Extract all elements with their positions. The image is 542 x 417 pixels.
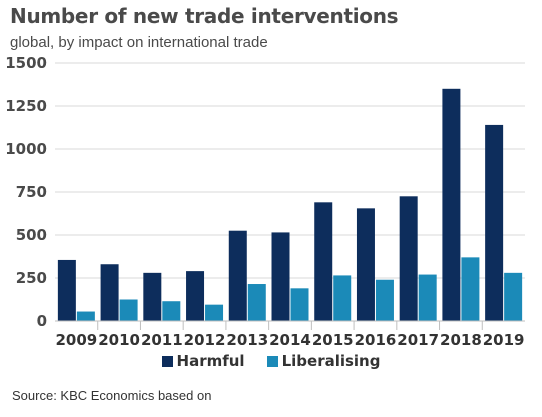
bar-harmful-2009: [57, 259, 76, 321]
bar-liberalising-2012: [205, 304, 224, 321]
x-tick-label: 2018: [440, 331, 482, 349]
y-tick-label: 750: [16, 183, 47, 201]
y-tick-label: 0: [37, 312, 47, 330]
legend-label-liberalising: Liberalising: [281, 352, 381, 370]
y-tick-label: 1500: [5, 54, 47, 72]
bar-liberalising-2010: [119, 299, 138, 321]
bar-liberalising-2018: [461, 257, 480, 321]
chart-title: Number of new trade interventions: [10, 4, 399, 28]
y-tick-label: 1250: [5, 97, 47, 115]
x-tick-label: 2012: [184, 331, 226, 349]
source-note: Source: KBC Economics based on: [12, 388, 212, 403]
bar-liberalising-2017: [418, 274, 437, 321]
bar-harmful-2011: [143, 272, 162, 321]
y-tick-label: 1000: [5, 140, 47, 158]
bar-harmful-2013: [228, 230, 247, 321]
bar-harmful-2014: [271, 232, 290, 321]
bar-liberalising-2016: [375, 279, 394, 321]
chart-subtitle: global, by impact on international trade: [10, 34, 268, 51]
bar-harmful-2010: [100, 264, 119, 321]
bar-harmful-2017: [399, 196, 418, 321]
bar-harmful-2015: [314, 202, 333, 321]
x-tick-label: 2015: [312, 331, 354, 349]
bar-harmful-2012: [186, 271, 205, 321]
bar-harmful-2016: [356, 208, 375, 321]
x-tick-label: 2017: [397, 331, 439, 349]
x-tick-label: 2010: [98, 331, 140, 349]
x-tick-label: 2013: [226, 331, 268, 349]
legend-item-liberalising: Liberalising: [266, 352, 381, 370]
bar-liberalising-2009: [76, 311, 95, 321]
x-tick-label: 2011: [141, 331, 183, 349]
bar-liberalising-2014: [290, 288, 309, 321]
legend-swatch-harmful: [161, 355, 173, 367]
bar-liberalising-2015: [333, 275, 352, 321]
legend-label-harmful: Harmful: [176, 352, 245, 370]
bar-liberalising-2013: [247, 284, 266, 321]
x-tick-label: 2019: [483, 331, 525, 349]
x-tick-label: 2014: [269, 331, 311, 349]
x-tick-label: 2009: [55, 331, 97, 349]
bar-harmful-2019: [485, 124, 504, 321]
legend: Harmful Liberalising: [0, 352, 542, 370]
x-tick-label: 2016: [355, 331, 397, 349]
legend-swatch-liberalising: [266, 355, 278, 367]
bar-liberalising-2011: [162, 301, 181, 321]
bar-harmful-2018: [442, 88, 461, 321]
bar-liberalising-2019: [504, 272, 523, 321]
legend-item-harmful: Harmful: [161, 352, 245, 370]
y-tick-label: 500: [16, 226, 47, 244]
y-tick-label: 250: [16, 269, 47, 287]
